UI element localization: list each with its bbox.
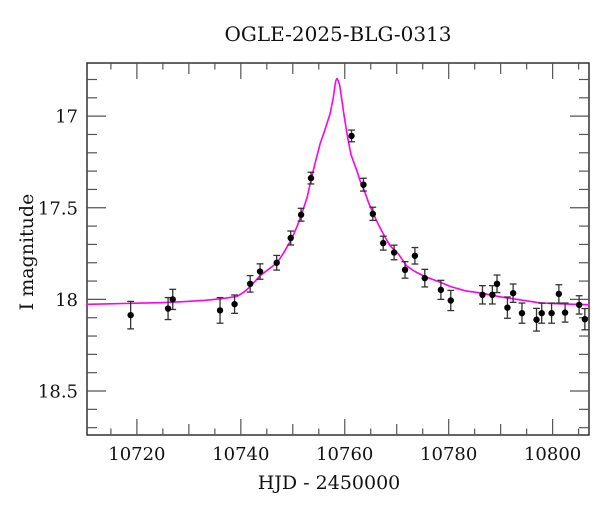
tick-label: 10740 bbox=[212, 444, 269, 465]
tick-label: 10720 bbox=[108, 444, 165, 465]
axis-ticks bbox=[87, 63, 589, 435]
tick-label: 17.5 bbox=[38, 198, 78, 219]
tick-label: 10760 bbox=[316, 444, 373, 465]
plot-frame bbox=[86, 62, 590, 436]
data-points bbox=[127, 132, 589, 323]
tick-label: 10800 bbox=[524, 444, 581, 465]
tick-label: 18.5 bbox=[38, 382, 78, 403]
tick-label: 18 bbox=[55, 290, 78, 311]
tick-label: 10780 bbox=[420, 444, 477, 465]
chart-title: OGLE-2025-BLG-0313 bbox=[224, 22, 452, 46]
model-curve bbox=[86, 77, 590, 306]
tick-labels: 10720 10740 10760 10780 10800 17 17.5 18 18.5 bbox=[38, 107, 581, 465]
tick-label: 17 bbox=[55, 107, 78, 128]
x-axis-label: HJD - 2450000 bbox=[257, 472, 401, 494]
